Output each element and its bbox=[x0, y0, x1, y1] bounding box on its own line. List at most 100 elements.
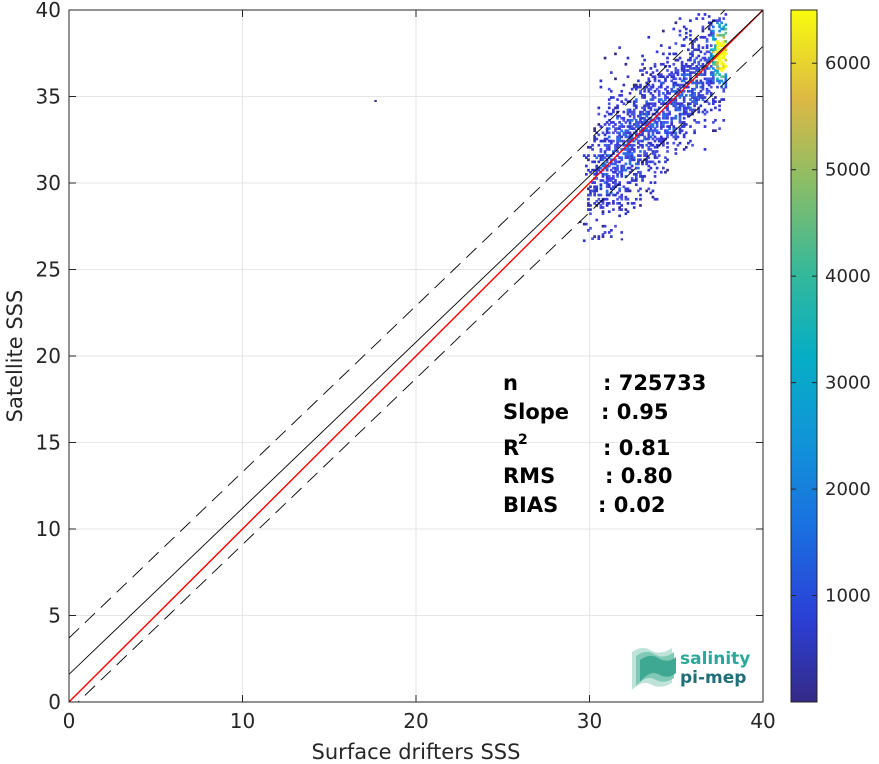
reference-line bbox=[69, 10, 726, 639]
density-cell bbox=[705, 50, 709, 54]
density-cell bbox=[657, 94, 661, 97]
density-cell bbox=[659, 73, 663, 76]
density-cell bbox=[689, 33, 692, 37]
density-cell bbox=[707, 15, 711, 18]
density-cell bbox=[595, 168, 599, 172]
density-cell bbox=[626, 108, 630, 112]
density-cell bbox=[668, 110, 671, 114]
density-cell bbox=[682, 104, 686, 108]
density-cell bbox=[593, 172, 596, 176]
density-cell bbox=[718, 54, 721, 58]
density-cell bbox=[620, 156, 624, 160]
density-cell bbox=[628, 162, 632, 166]
density-cell bbox=[626, 166, 630, 170]
density-cell bbox=[687, 81, 690, 85]
x-axis-label: Surface drifters SSS bbox=[312, 740, 521, 764]
density-cell bbox=[630, 135, 634, 139]
density-cell bbox=[722, 75, 726, 79]
density-cell bbox=[607, 193, 611, 197]
density-cell bbox=[632, 148, 636, 151]
density-cell bbox=[618, 46, 621, 50]
density-cell bbox=[607, 148, 611, 151]
density-cell bbox=[655, 125, 659, 128]
density-cell bbox=[609, 229, 613, 232]
density-cell bbox=[676, 102, 680, 106]
density-cell bbox=[682, 71, 686, 74]
density-cell bbox=[626, 139, 630, 143]
density-cell bbox=[587, 197, 590, 201]
density-cell bbox=[603, 197, 607, 201]
density-cell bbox=[703, 52, 707, 56]
density-cell bbox=[722, 89, 726, 93]
density-cell bbox=[720, 56, 724, 60]
density-cell bbox=[599, 187, 603, 191]
density-cell bbox=[691, 94, 694, 97]
density-cell bbox=[662, 102, 665, 106]
density-cell bbox=[709, 44, 713, 47]
density-cell bbox=[662, 110, 665, 114]
density-cell bbox=[649, 191, 653, 195]
density-cell bbox=[653, 104, 657, 108]
density-cell bbox=[599, 193, 603, 197]
density-cell bbox=[643, 175, 646, 178]
density-cell bbox=[641, 143, 644, 147]
density-cell bbox=[722, 50, 726, 54]
density-cell bbox=[641, 175, 644, 178]
density-cell bbox=[601, 233, 605, 236]
density-cell bbox=[699, 50, 703, 54]
density-cell bbox=[674, 77, 678, 81]
density-cell bbox=[603, 150, 607, 153]
density-cell bbox=[666, 129, 669, 133]
density-cell bbox=[593, 189, 596, 193]
density-cell bbox=[655, 50, 659, 54]
density-cell bbox=[626, 156, 630, 160]
density-cell bbox=[666, 69, 669, 72]
density-cell bbox=[622, 116, 626, 120]
density-cell bbox=[645, 189, 649, 193]
density-cell bbox=[691, 92, 694, 95]
density-cell bbox=[620, 164, 624, 168]
density-cell bbox=[703, 112, 707, 116]
density-cell bbox=[674, 52, 678, 56]
density-cell bbox=[626, 210, 630, 214]
density-cell bbox=[691, 62, 694, 66]
density-cell bbox=[724, 48, 728, 52]
density-cell bbox=[626, 129, 630, 133]
density-cell bbox=[691, 87, 694, 91]
density-cell bbox=[674, 127, 678, 130]
density-cell bbox=[653, 181, 657, 184]
density-cell bbox=[603, 137, 607, 141]
density-cell bbox=[630, 164, 634, 168]
density-cell bbox=[709, 108, 713, 112]
density-cell bbox=[670, 73, 674, 76]
density-cell bbox=[672, 73, 676, 76]
density-cell bbox=[595, 170, 599, 174]
density-cell bbox=[634, 87, 638, 91]
density-cell bbox=[701, 110, 705, 114]
density-cell bbox=[651, 123, 655, 126]
density-cell bbox=[632, 112, 636, 116]
density-cell bbox=[626, 131, 630, 135]
density-cell bbox=[655, 131, 659, 135]
density-cell bbox=[705, 58, 709, 62]
density-cell bbox=[711, 50, 715, 54]
density-cell bbox=[639, 139, 642, 143]
density-cell bbox=[689, 52, 692, 56]
density-cell bbox=[672, 62, 676, 66]
density-cell bbox=[601, 224, 605, 228]
density-cell bbox=[587, 208, 590, 211]
density-cell bbox=[705, 40, 709, 43]
density-cell bbox=[622, 102, 626, 106]
density-cell bbox=[722, 40, 726, 43]
density-cell bbox=[584, 222, 588, 226]
density-cell bbox=[662, 166, 665, 170]
density-cell bbox=[662, 141, 665, 145]
density-cell bbox=[624, 129, 628, 133]
density-cell bbox=[695, 96, 699, 99]
density-cell bbox=[630, 143, 634, 147]
density-cell bbox=[614, 52, 617, 56]
density-cell bbox=[662, 116, 665, 120]
density-cell bbox=[647, 104, 651, 108]
density-cell bbox=[649, 85, 653, 89]
density-cell bbox=[695, 65, 699, 68]
